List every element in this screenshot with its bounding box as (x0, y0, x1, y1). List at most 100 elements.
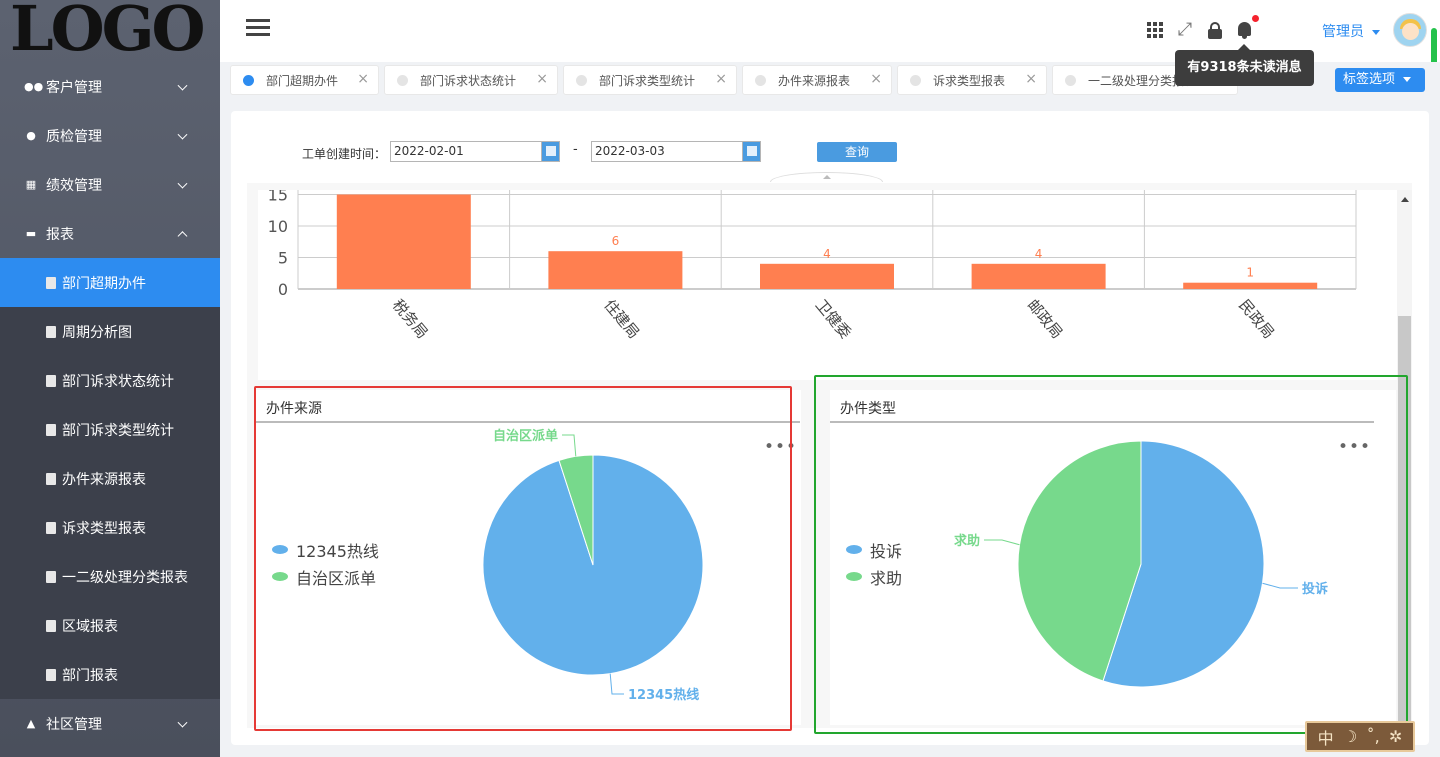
menu-icon[interactable] (246, 19, 270, 37)
sidebar-item-label: 客户管理 (46, 79, 102, 96)
chevron-down-icon (177, 178, 188, 189)
chevron-down-icon (177, 129, 188, 140)
bar (548, 251, 683, 289)
close-icon[interactable]: × (1025, 71, 1037, 87)
tab-dot (755, 74, 766, 86)
pie-label: 求助 (954, 533, 980, 549)
legend-label: 12345热线 (296, 541, 379, 561)
bar (971, 263, 1106, 289)
close-icon[interactable]: × (870, 71, 882, 87)
performance-icon: ▦ (25, 178, 37, 191)
legend-item[interactable]: 求助 (846, 563, 902, 590)
sidebar-subitem-source-report[interactable]: 办件来源报表 (0, 454, 220, 503)
tab-source-report[interactable]: 办件来源报表 × (742, 65, 892, 95)
chevron-down-icon (177, 80, 188, 91)
sidebar-subitem-dept-report[interactable]: 部门报表 (0, 650, 220, 699)
notification-dot (1252, 15, 1259, 22)
sidebar-subitem-dept-type[interactable]: 部门诉求类型统计 (0, 405, 220, 454)
date-separator: - (573, 142, 578, 157)
bar-chart: 0 5 10 15 税务局 6 住建局 4 卫健委 4 邮政局 1 民政局 (268, 190, 1357, 342)
scroll-up-icon[interactable] (1401, 197, 1409, 202)
tab-label: 诉求类型报表 (933, 73, 1006, 88)
pie-label-line (1262, 582, 1298, 589)
start-date-field[interactable]: 2022-02-01 (390, 141, 560, 162)
sidebar-item-community[interactable]: ▲ 社区管理 (0, 699, 220, 748)
admin-label: 管理员 (1322, 24, 1364, 40)
page-scrollbar[interactable] (1431, 28, 1437, 88)
report-folder-icon: ▬ (25, 227, 37, 240)
panel-title: 办件来源 (266, 401, 322, 417)
sidebar-subitem-level-category-report[interactable]: 一二级处理分类报表 (0, 552, 220, 601)
admin-dropdown[interactable]: 管理员 (1322, 21, 1380, 41)
sidebar-item-quality[interactable]: ● 质检管理 (0, 111, 220, 160)
y-tick-label: 15 (268, 190, 288, 205)
moon-icon[interactable]: ☽ (1342, 727, 1358, 746)
tab-dot (910, 74, 921, 86)
source-pie-chart: 12345热线 自治区派单 (482, 428, 704, 703)
caret-down-icon (1403, 77, 1412, 82)
corner-glyph[interactable]: 中 (1317, 728, 1334, 748)
pie-label-line (609, 673, 624, 695)
calendar-icon[interactable] (742, 142, 760, 161)
more-icon[interactable]: ••• (1338, 437, 1372, 457)
pie-label-line (984, 539, 1020, 546)
pie-label: 自治区派单 (493, 428, 558, 444)
document-icon (46, 521, 56, 534)
document-icon (46, 668, 56, 681)
query-button[interactable]: 查询 (817, 142, 897, 162)
avatar[interactable] (1393, 13, 1427, 47)
x-tick-label: 住建局 (600, 296, 643, 342)
close-icon[interactable]: × (715, 71, 727, 87)
bar-chart-area: 0 5 10 15 税务局 6 住建局 4 卫健委 4 邮政局 1 民政局 (258, 190, 1397, 380)
divider (830, 421, 1374, 423)
sidebar-subitem-region-report[interactable]: 区域报表 (0, 601, 220, 650)
reports-submenu: 部门超期办件 周期分析图 部门诉求状态统计 部门诉求类型统计 办件来源报表 诉求… (0, 258, 220, 699)
sidebar-subitem-label: 诉求类型报表 (62, 520, 146, 537)
sidebar-item-customers[interactable]: ●● 客户管理 (0, 62, 220, 111)
sidebar: LOGO ●● 客户管理 ● 质检管理 ▦ 绩效管理 ▬ 报表 部门超期办件 (0, 0, 220, 757)
end-date-field[interactable]: 2022-03-03 (591, 141, 761, 162)
source-pie-panel: 办件来源 ••• 12345热线 自治区派单 12345热线 自治区派单 (256, 390, 801, 725)
sidebar-item-reports[interactable]: ▬ 报表 (0, 209, 220, 258)
legend-item[interactable]: 投诉 (846, 536, 902, 563)
tab-dot (243, 74, 254, 86)
document-icon (46, 374, 56, 387)
bell-icon[interactable] (1235, 20, 1255, 40)
sidebar-item-label: 绩效管理 (46, 177, 102, 194)
quality-check-icon: ● (26, 129, 36, 142)
more-icon[interactable]: ••• (764, 437, 798, 457)
tab-dot (576, 74, 587, 86)
punctuation-icon[interactable]: ˚, (1366, 727, 1380, 746)
highlight-box-green (814, 375, 1408, 734)
sidebar-subitem-request-type-report[interactable]: 诉求类型报表 (0, 503, 220, 552)
legend-item[interactable]: 12345热线 (272, 536, 379, 563)
tab-dept-type[interactable]: 部门诉求类型统计 × (563, 65, 737, 95)
community-icon: ▲ (26, 717, 36, 730)
sidebar-item-label: 报表 (46, 226, 74, 243)
sidebar-item-performance[interactable]: ▦ 绩效管理 (0, 160, 220, 209)
calendar-icon[interactable] (541, 142, 559, 161)
close-icon[interactable]: × (357, 71, 369, 87)
x-tick-label: 税务局 (389, 296, 432, 342)
legend-item[interactable]: 自治区派单 (272, 563, 379, 590)
gear-icon[interactable]: ✲ (1388, 727, 1403, 746)
sidebar-subitem-dept-status[interactable]: 部门诉求状态统计 (0, 356, 220, 405)
bar-value-label: 4 (1035, 247, 1043, 261)
x-tick-label: 邮政局 (1024, 296, 1067, 342)
tab-dept-overdue[interactable]: 部门超期办件 × (230, 65, 379, 95)
bar-value-label: 6 (612, 234, 620, 248)
lock-icon[interactable] (1206, 20, 1226, 40)
corner-widget[interactable]: 中 ☽ ˚, ✲ (1305, 721, 1415, 752)
tab-request-type-report[interactable]: 诉求类型报表 × (897, 65, 1047, 95)
close-icon[interactable]: × (536, 71, 548, 87)
type-pie-panel: 办件类型 ••• 投诉 求助 投诉 求助 (830, 390, 1396, 725)
fullscreen-icon[interactable]: ⤢ (1177, 19, 1193, 40)
logo: LOGO (10, 0, 206, 62)
sidebar-subitem-cycle-analysis[interactable]: 周期分析图 (0, 307, 220, 356)
tab-dept-status[interactable]: 部门诉求状态统计 × (384, 65, 558, 95)
document-icon (46, 325, 56, 338)
tab-options-button[interactable]: 标签选项 (1335, 68, 1425, 92)
sidebar-subitem-label: 部门超期办件 (62, 275, 146, 292)
sidebar-subitem-dept-overdue[interactable]: 部门超期办件 (0, 258, 220, 307)
apps-grid-icon[interactable] (1145, 20, 1165, 40)
